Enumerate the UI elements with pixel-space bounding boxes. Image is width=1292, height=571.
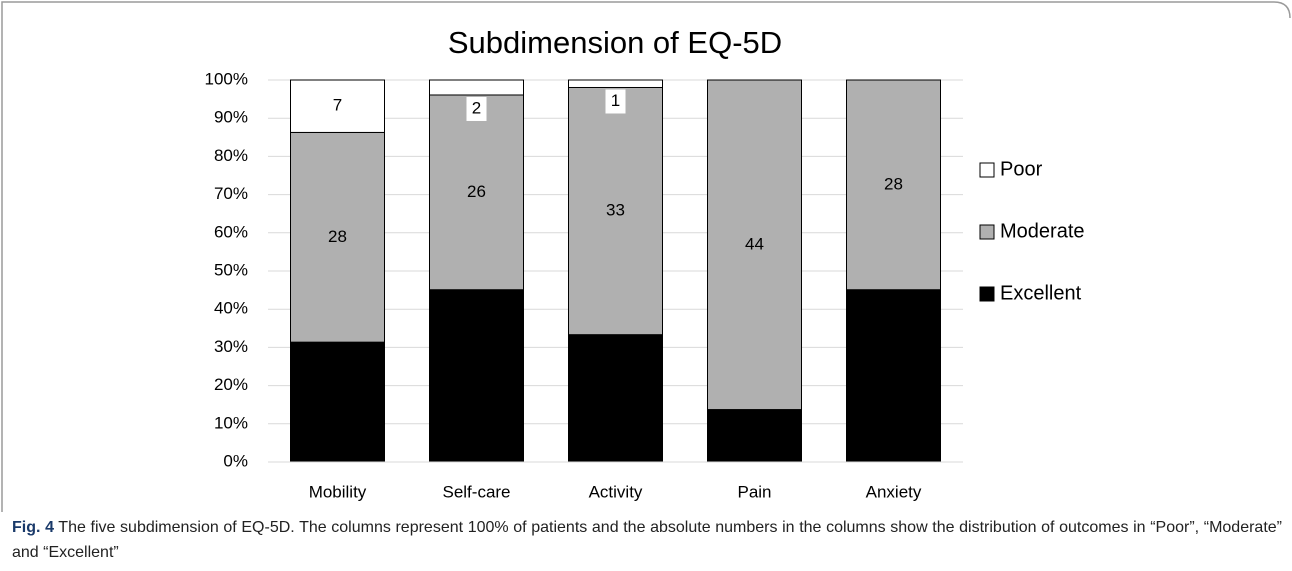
y-tick-label: 10% <box>214 413 248 432</box>
data-label: 44 <box>745 234 764 253</box>
y-tick-label: 0% <box>223 451 248 470</box>
bar-segment <box>429 94 524 291</box>
y-tick-label: 30% <box>214 337 248 356</box>
y-tick-label: 100% <box>205 69 248 88</box>
bar-segment <box>846 79 941 291</box>
y-tick-label: 40% <box>214 299 248 318</box>
data-label: 23 <box>884 365 903 384</box>
data-label: 2 <box>472 98 481 117</box>
chart-title: Subdimension of EQ-5D <box>448 25 782 60</box>
data-label-box <box>466 96 487 121</box>
chart: Subdimension of EQ-5D 0% 10% 20% 30% 40% 50% 6… <box>1 1 1291 512</box>
data-label: 26 <box>467 182 486 201</box>
legend-swatch <box>979 162 995 178</box>
x-tick-label: Activity <box>589 482 643 501</box>
legend-swatch <box>979 224 995 240</box>
data-label: 28 <box>328 227 347 246</box>
data-label: 7 <box>333 96 342 115</box>
legend-label: Moderate <box>1000 220 1085 242</box>
x-tick-label: Pain <box>737 482 771 501</box>
y-tick-label: 80% <box>214 146 248 165</box>
caption: Fig. 4 The five subdimension of EQ-5D. T… <box>12 515 1282 565</box>
legend-swatch <box>979 286 995 302</box>
legend-label: Poor <box>1000 158 1043 180</box>
y-tick-label: 50% <box>214 260 248 279</box>
bar-segment <box>429 79 524 96</box>
caption-label: Fig. 4 <box>12 519 54 536</box>
y-tick-label: 70% <box>214 184 248 203</box>
bar-segment <box>290 131 385 343</box>
data-label: 7 <box>750 425 759 444</box>
y-tick-label: 20% <box>214 375 248 394</box>
data-label: 23 <box>467 365 486 384</box>
legend-label: Excellent <box>1000 282 1082 304</box>
bar-segment <box>568 79 663 88</box>
data-label: 28 <box>884 174 903 193</box>
bar-segment <box>290 341 385 463</box>
bar-segment <box>290 79 385 133</box>
data-label: 17 <box>606 388 625 407</box>
bar-segment <box>707 79 802 411</box>
frame <box>1 1 1291 512</box>
data-label: 33 <box>606 201 625 220</box>
data-label: 1 <box>611 91 620 110</box>
y-tick-label: 60% <box>214 222 248 241</box>
x-tick-label: Anxiety <box>866 482 922 501</box>
y-tick-label: 90% <box>214 108 248 127</box>
bar-segment <box>707 409 802 463</box>
bar-segment <box>568 334 663 463</box>
bar-segment <box>846 289 941 463</box>
caption-text: The five subdimension of EQ-5D. The colu… <box>12 519 1282 561</box>
data-label: 16 <box>328 392 347 411</box>
x-tick-label: Self-care <box>442 482 510 501</box>
x-tick-label: Mobility <box>309 482 367 501</box>
bar-segment <box>568 86 663 336</box>
data-label-box <box>605 89 626 114</box>
